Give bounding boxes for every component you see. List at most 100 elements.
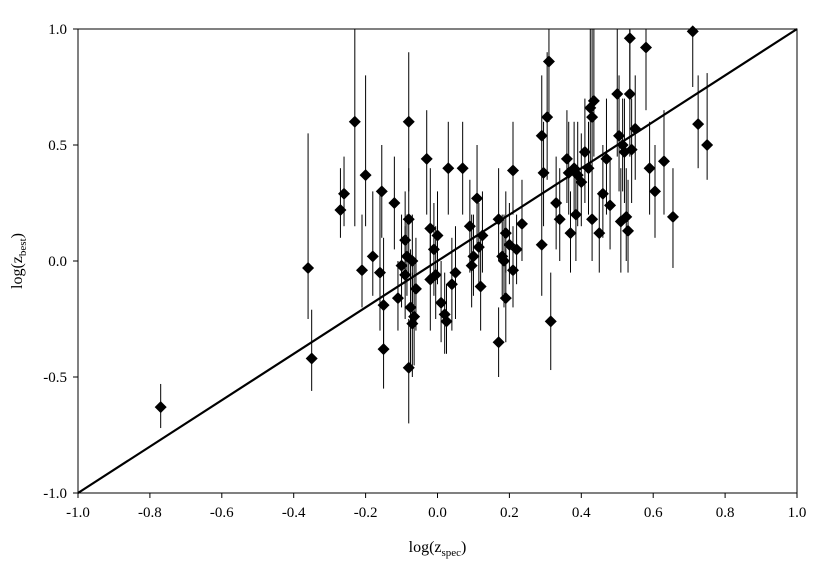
data-point-marker (499, 227, 512, 240)
data-point-marker (377, 299, 390, 312)
data-point-marker (492, 336, 505, 349)
data-point-marker (537, 166, 550, 179)
data-point-marker (582, 162, 595, 175)
x-axis-ticks: -1.0 -0.8 -0.6 -0.4 -0.2 0.0 0.2 0.4 0.6 0.8 1.0 (66, 493, 806, 521)
data-point-marker (302, 261, 315, 274)
data-point-marker (622, 224, 635, 237)
data-point-marker (578, 145, 591, 158)
data-point-marker (395, 259, 408, 272)
data-point-marker (427, 243, 440, 256)
data-point-marker (569, 208, 582, 221)
data-point-marker (305, 352, 318, 365)
data-point-marker (492, 213, 505, 226)
data-point-marker (472, 241, 485, 254)
y-tick-label: -0.5 (43, 370, 67, 386)
x-tick-label: -0.6 (210, 505, 234, 521)
x-tick-label: 1.0 (788, 505, 807, 521)
data-point-marker (686, 25, 699, 38)
data-point-marker (640, 41, 653, 54)
data-point-marker (604, 199, 617, 212)
data-point-marker (338, 187, 351, 200)
data-point-marker (613, 129, 626, 142)
data-point-marker (359, 169, 372, 182)
data-point-marker (506, 264, 519, 277)
data-point-marker (388, 197, 401, 209)
data-point-marker (348, 115, 361, 128)
data-point-marker (409, 282, 422, 295)
data-point-marker (544, 315, 557, 328)
data-markers (154, 25, 714, 414)
x-tick-label: 0.6 (644, 505, 663, 521)
data-point-marker (429, 268, 442, 281)
data-point-marker (375, 185, 388, 198)
data-point-marker (593, 227, 606, 240)
data-point-marker (643, 162, 656, 175)
data-point-marker (356, 264, 369, 277)
data-point-marker (456, 162, 469, 175)
data-point-marker (467, 250, 480, 263)
data-point-marker (373, 266, 386, 279)
data-point-marker (586, 213, 599, 226)
data-point-marker (431, 229, 444, 242)
data-point-marker (424, 222, 437, 235)
data-point-marker (471, 192, 484, 205)
data-point-marker (435, 296, 448, 309)
data-point-marker (587, 94, 600, 107)
data-point-marker (399, 268, 412, 281)
data-point-marker (402, 115, 415, 128)
data-point-marker (692, 118, 705, 131)
y-tick-label: 0.0 (48, 254, 67, 270)
data-point-marker (542, 55, 555, 68)
data-point-marker (391, 292, 404, 305)
data-point-marker (515, 217, 528, 230)
data-point-marker (442, 162, 455, 175)
data-point-marker (449, 266, 462, 279)
x-tick-label: 0.4 (572, 505, 591, 521)
data-point-marker (154, 401, 167, 414)
data-point-marker (541, 111, 554, 124)
data-point-marker (474, 280, 487, 293)
data-point-marker (657, 155, 670, 168)
data-point-marker (560, 152, 573, 165)
data-point-marker (564, 227, 577, 240)
data-point-marker (440, 315, 453, 328)
x-tick-label: -0.8 (138, 505, 162, 521)
data-point-marker (377, 343, 390, 356)
x-tick-label: 0.2 (500, 505, 519, 521)
data-point-marker (550, 197, 563, 209)
data-point-marker (402, 361, 415, 374)
x-axis-title: log(zspec) (409, 539, 467, 559)
data-point-marker (575, 176, 588, 189)
data-point-marker (600, 152, 613, 165)
data-point-marker (334, 203, 347, 216)
data-point-marker (623, 32, 636, 45)
data-point-marker (402, 213, 415, 226)
y-tick-label: 0.5 (48, 138, 67, 154)
data-point-marker (596, 187, 609, 200)
data-point-marker (408, 310, 421, 323)
data-point-marker (399, 234, 412, 247)
x-tick-label: -0.4 (282, 505, 306, 521)
data-point-marker (553, 213, 566, 226)
reference-line-y-equals-x (77, 28, 798, 494)
data-point-marker (620, 210, 633, 223)
data-point-marker (506, 164, 519, 177)
data-point-marker (611, 87, 624, 100)
data-point-marker (465, 259, 478, 272)
x-tick-label: 0.0 (428, 505, 447, 521)
x-tick-label: 0.8 (716, 505, 735, 521)
data-point-marker (406, 255, 419, 267)
data-point-marker (510, 243, 523, 256)
data-point-marker (625, 143, 638, 156)
y-tick-label: -1.0 (43, 486, 67, 502)
data-point-marker (503, 238, 516, 251)
x-tick-label: -0.2 (354, 505, 378, 521)
data-point-marker (623, 87, 636, 100)
data-point-marker (463, 220, 476, 233)
data-point-marker (476, 229, 489, 242)
y-axis-title: log(zbest) (9, 233, 29, 289)
data-point-marker (498, 255, 511, 267)
data-point-marker (366, 250, 379, 263)
y-axis-ticks: -1.0 -0.5 0.0 0.5 1.0 (43, 22, 78, 502)
